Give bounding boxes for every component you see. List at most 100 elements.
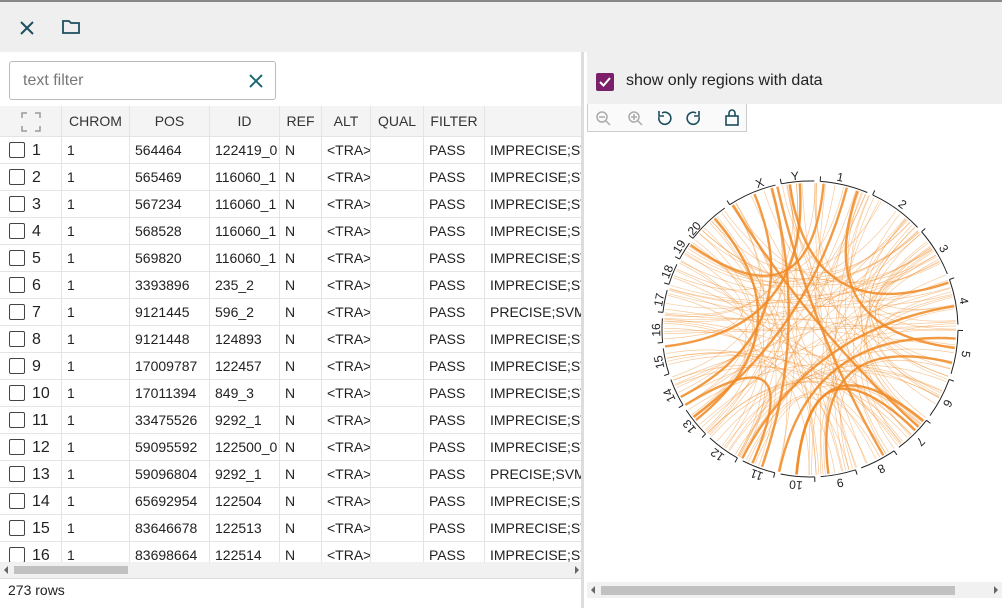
table-cell: IMPRECISE;SV [485, 380, 581, 407]
link [676, 193, 867, 389]
link [709, 190, 857, 436]
link [680, 193, 773, 399]
column-header[interactable]: FILTER [424, 106, 485, 137]
table-cell: 1 [62, 515, 130, 542]
arc-tick [734, 457, 738, 463]
link [811, 219, 907, 475]
checkbox[interactable] [596, 73, 614, 91]
link [699, 279, 948, 425]
link [689, 230, 919, 285]
chromosome-arc [921, 231, 948, 275]
row-number: 14 [0, 488, 62, 515]
link [666, 349, 850, 470]
chromosome-arc [780, 473, 815, 478]
arc-tick [921, 228, 926, 233]
h-scrollbar[interactable] [0, 562, 583, 578]
arc-tick [948, 378, 955, 382]
table-cell: PASS [424, 218, 485, 245]
row-checkbox[interactable] [9, 385, 25, 401]
row-number: 6 [0, 272, 62, 299]
link [684, 218, 906, 405]
clear-filter[interactable] [248, 73, 264, 89]
link [716, 216, 788, 472]
link [844, 190, 955, 350]
link [673, 364, 887, 454]
table-cell: N [280, 407, 322, 434]
row-checkbox[interactable] [9, 277, 25, 293]
column-header[interactable]: CHROM [62, 106, 130, 137]
link [745, 393, 881, 461]
column-header[interactable]: REF [280, 106, 322, 137]
link [739, 295, 953, 458]
link [689, 183, 825, 277]
column-header[interactable]: QUAL [371, 106, 424, 137]
row-checkbox[interactable] [9, 520, 25, 536]
table-cell: 1 [62, 434, 130, 461]
row-checkbox[interactable] [9, 412, 25, 428]
table-cell: IMPRECISE;SV [485, 326, 581, 353]
column-header[interactable]: ID [210, 106, 280, 137]
link [741, 305, 955, 459]
row-checkbox[interactable] [9, 223, 25, 239]
table-cell [371, 218, 424, 245]
link [675, 366, 901, 445]
table-cell: PASS [424, 461, 485, 488]
row-checkbox[interactable] [9, 250, 25, 266]
row-checkbox[interactable] [9, 358, 25, 374]
options: show only regions with data [587, 52, 1002, 104]
table-cell [371, 380, 424, 407]
column-header[interactable]: ALT [322, 106, 371, 137]
select-all[interactable] [0, 106, 62, 137]
row-checkbox[interactable] [9, 304, 25, 320]
row-checkbox[interactable] [9, 466, 25, 482]
row-checkbox[interactable] [9, 547, 25, 563]
arc-tick [893, 450, 898, 456]
row-checkbox[interactable] [9, 169, 25, 185]
table-cell: <TRA> [322, 434, 371, 461]
row-checkbox[interactable] [9, 331, 25, 347]
arc-tick [674, 256, 680, 260]
arc-tick [678, 404, 684, 409]
table-cell: <TRA> [322, 191, 371, 218]
link [786, 184, 915, 432]
link [850, 195, 936, 405]
table-cell: 124893 [210, 326, 280, 353]
table-cell: <TRA> [322, 218, 371, 245]
link [707, 381, 908, 438]
row-checkbox[interactable] [9, 142, 25, 158]
table-cell: N [280, 353, 322, 380]
link [834, 195, 870, 469]
row-checkbox[interactable] [9, 493, 25, 509]
table-cell: <TRA> [322, 245, 371, 272]
table-cell: 9292_1 [210, 407, 280, 434]
column-header[interactable]: POS [130, 106, 210, 137]
arc-tick [726, 200, 731, 205]
row-number: 7 [0, 299, 62, 326]
table-cell: PASS [424, 434, 485, 461]
link [666, 351, 902, 444]
filter-placeholder: text filter [23, 72, 84, 89]
link [673, 277, 877, 460]
table-cell: N [280, 245, 322, 272]
chromosome-label: 10 [788, 477, 803, 492]
arc-tick [773, 472, 776, 478]
link [664, 183, 802, 348]
link [692, 242, 843, 472]
chromosome-label: 9 [835, 475, 845, 490]
table-cell: PASS [424, 488, 485, 515]
table-cell: IMPRECISE;SV [485, 407, 581, 434]
row-checkbox[interactable] [9, 196, 25, 212]
table-cell: IMPRECISE;SV [485, 515, 581, 542]
chromosome-label: X [754, 175, 766, 191]
link [664, 327, 868, 464]
row-checkbox[interactable] [9, 439, 25, 455]
link [729, 370, 943, 452]
close-button[interactable] [18, 19, 36, 37]
h-scrollbar[interactable] [587, 582, 1002, 598]
column-header [485, 106, 581, 137]
text-filter[interactable]: text filter [9, 61, 276, 100]
link [825, 355, 953, 474]
arc-tick [663, 282, 670, 285]
chromosome-label: 15 [651, 354, 668, 370]
open-folder-button[interactable] [61, 18, 81, 36]
